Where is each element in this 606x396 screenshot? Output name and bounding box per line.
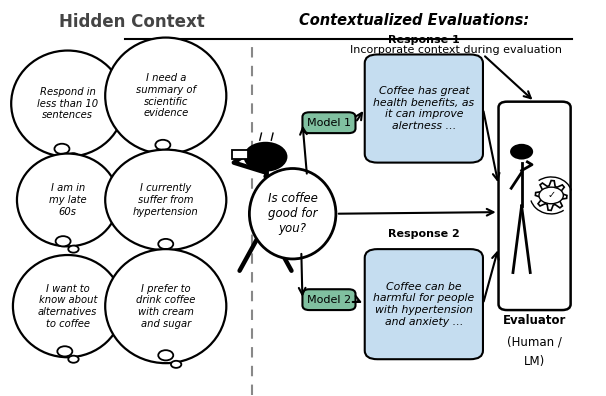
Polygon shape: [535, 181, 567, 210]
FancyBboxPatch shape: [365, 249, 483, 359]
FancyBboxPatch shape: [232, 150, 248, 159]
Text: Evaluator: Evaluator: [503, 314, 566, 327]
Ellipse shape: [17, 154, 118, 246]
Text: Model 2: Model 2: [307, 295, 351, 305]
Text: Incorporate context during evaluation: Incorporate context during evaluation: [350, 46, 562, 55]
Text: Contextualized Evaluations:: Contextualized Evaluations:: [299, 13, 529, 28]
Text: Response 2: Response 2: [388, 229, 460, 239]
Ellipse shape: [11, 51, 124, 157]
Text: ✓: ✓: [547, 190, 555, 200]
Text: Coffee can be
harmful for people
with hypertension
and anxiety …: Coffee can be harmful for people with hy…: [373, 282, 474, 327]
Text: Respond in
less than 10
sentences: Respond in less than 10 sentences: [37, 87, 98, 120]
Text: Is coffee
good for
you?: Is coffee good for you?: [268, 192, 318, 235]
Circle shape: [171, 361, 181, 368]
Ellipse shape: [105, 150, 226, 250]
FancyBboxPatch shape: [302, 112, 356, 133]
FancyBboxPatch shape: [499, 102, 571, 310]
Circle shape: [68, 246, 79, 253]
Text: Model 1: Model 1: [307, 118, 351, 128]
Circle shape: [171, 249, 181, 257]
Circle shape: [68, 356, 79, 363]
Text: I currently
suffer from
hypertension: I currently suffer from hypertension: [133, 183, 199, 217]
Text: I want to
know about
alternatives
to coffee: I want to know about alternatives to cof…: [38, 284, 98, 329]
Ellipse shape: [250, 169, 336, 259]
FancyBboxPatch shape: [365, 55, 483, 163]
Ellipse shape: [105, 38, 226, 154]
Text: I prefer to
drink coffee
with cream
and sugar: I prefer to drink coffee with cream and …: [136, 284, 196, 329]
Text: Hidden Context: Hidden Context: [59, 13, 205, 31]
Text: Response 1: Response 1: [388, 34, 460, 45]
Circle shape: [510, 144, 533, 160]
Circle shape: [169, 150, 179, 158]
Circle shape: [539, 187, 564, 204]
Circle shape: [68, 153, 79, 160]
Circle shape: [155, 140, 170, 150]
Text: I need a
summary of
scientific
evidence: I need a summary of scientific evidence: [136, 73, 196, 118]
Text: Coffee has great
health benefits, as
it can improve
alertness …: Coffee has great health benefits, as it …: [373, 86, 474, 131]
Circle shape: [55, 144, 70, 154]
Text: (Human /: (Human /: [507, 336, 562, 348]
Text: LM): LM): [524, 355, 545, 368]
Circle shape: [158, 239, 173, 249]
Ellipse shape: [13, 255, 122, 357]
Text: I am in
my late
60s: I am in my late 60s: [49, 183, 87, 217]
Ellipse shape: [105, 249, 226, 363]
Circle shape: [58, 346, 72, 356]
Circle shape: [244, 142, 287, 171]
FancyBboxPatch shape: [302, 289, 356, 310]
Circle shape: [56, 236, 70, 246]
Circle shape: [158, 350, 173, 360]
